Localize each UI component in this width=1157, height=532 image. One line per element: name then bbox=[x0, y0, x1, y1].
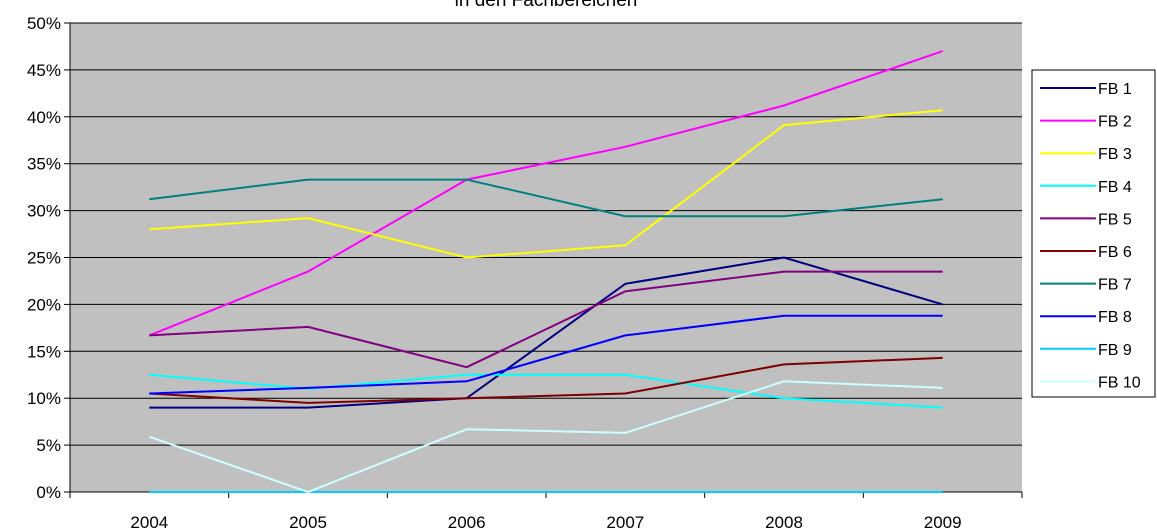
x-tick-label: 2007 bbox=[606, 513, 644, 532]
series-lines bbox=[148, 50, 944, 494]
y-tick-label: 40% bbox=[27, 108, 61, 127]
chart-title: in den Fachbereichen bbox=[455, 0, 638, 11]
series-line-fb-10 bbox=[148, 380, 943, 494]
legend: FB 1 FB 2 FB 3 FB 4 FB 5 FB 6 FB 7 FB 8 FB 9 FB 1… bbox=[1031, 69, 1156, 398]
axes: 0% 5% 10% 15% 20% 25% 30% 35% 40% 45% 50% 2004 2005 2… bbox=[27, 14, 1023, 532]
x-tick-label: 2008 bbox=[765, 513, 803, 532]
series-line-fb-1 bbox=[149, 256, 943, 409]
legend-label: FB 10 bbox=[1098, 374, 1141, 391]
legend-box bbox=[1031, 69, 1156, 398]
gridlines bbox=[70, 22, 1022, 446]
legend-label: FB 4 bbox=[1098, 179, 1132, 196]
y-tick-label: 50% bbox=[27, 14, 61, 33]
x-tick-label: 2004 bbox=[130, 513, 168, 532]
y-tick-label: 20% bbox=[27, 295, 61, 314]
legend-label: FB 5 bbox=[1098, 211, 1132, 228]
y-tick-label: 25% bbox=[27, 249, 61, 268]
series-line-fb-7 bbox=[149, 178, 943, 218]
series-line-fb-5 bbox=[149, 270, 943, 369]
legend-label: FB 2 bbox=[1098, 114, 1132, 131]
legend-label: FB 1 bbox=[1098, 81, 1132, 98]
series-line-fb-4 bbox=[149, 373, 943, 409]
y-tick-label: 35% bbox=[27, 155, 61, 174]
y-tick-label: 45% bbox=[27, 61, 61, 80]
series-line-fb-6 bbox=[149, 356, 943, 404]
series-line-fb-3 bbox=[149, 109, 943, 259]
legend-label: FB 6 bbox=[1098, 244, 1132, 261]
series-line-fb-2 bbox=[148, 50, 944, 337]
x-tick-label: 2005 bbox=[289, 513, 327, 532]
legend-label: FB 3 bbox=[1098, 146, 1132, 163]
y-tick-label: 5% bbox=[36, 436, 61, 455]
y-tick-label: 30% bbox=[27, 202, 61, 221]
series-line-fb-8 bbox=[149, 314, 943, 395]
y-tick-label: 10% bbox=[27, 389, 61, 408]
legend-label: FB 8 bbox=[1098, 309, 1132, 326]
x-tick-label: 2006 bbox=[448, 513, 486, 532]
y-tick-label: 0% bbox=[36, 483, 61, 502]
legend-label: FB 7 bbox=[1098, 277, 1132, 294]
legend-label: FB 9 bbox=[1098, 342, 1132, 359]
y-tick-label: 15% bbox=[27, 342, 61, 361]
x-tick-label: 2009 bbox=[924, 513, 962, 532]
